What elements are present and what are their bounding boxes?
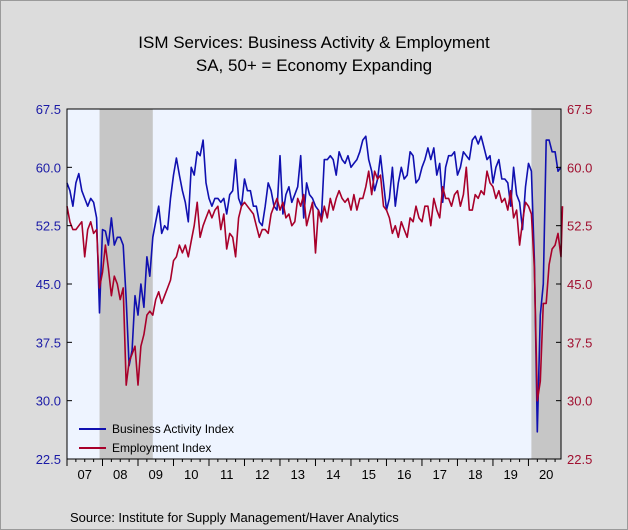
x-tick-label-6: 13: [290, 467, 304, 482]
y-tick-label-right-4: 52.5: [567, 219, 592, 234]
x-tick-label-1: 08: [113, 467, 127, 482]
axes: 22.5 22.5 30.0 30.0 37.5 37.5 45.0 45.0 52.5 52.5…: [36, 102, 593, 482]
x-tick-label-0: 07: [78, 467, 92, 482]
y-tick-label-right-0: 22.5: [567, 452, 592, 467]
y-tick-label-right-6: 67.5: [567, 102, 592, 117]
recession-band-0: [99, 109, 153, 459]
x-tick-label-13: 20: [539, 467, 553, 482]
chart-subtitle: SA, 50+ = Economy Expanding: [195, 56, 433, 75]
source-note: Source: Institute for Supply Management/…: [70, 510, 399, 525]
y-tick-label-left-3: 45.0: [36, 277, 61, 292]
y-tick-label-right-3: 45.0: [567, 277, 592, 292]
y-tick-label-right-2: 37.5: [567, 335, 592, 350]
x-tick-label-10: 17: [432, 467, 446, 482]
series-line-business: [66, 135, 562, 433]
x-tick-label-11: 18: [468, 467, 482, 482]
legend-label-business: Business Activity Index: [112, 422, 234, 436]
y-tick-label-right-1: 30.0: [567, 394, 592, 409]
legend: Business Activity Index Employment Index: [79, 422, 234, 455]
chart-title: ISM Services: Business Activity & Employ…: [138, 33, 490, 52]
series-lines: [66, 135, 564, 433]
series-line-employment: [66, 166, 564, 402]
y-tick-label-left-0: 22.5: [36, 452, 61, 467]
y-tick-label-left-5: 60.0: [36, 160, 61, 175]
x-tick-label-12: 19: [503, 467, 517, 482]
y-tick-label-right-5: 60.0: [567, 160, 592, 175]
x-tick-label-8: 15: [361, 467, 375, 482]
x-tick-label-5: 12: [255, 467, 269, 482]
x-tick-label-3: 10: [184, 467, 198, 482]
x-tick-label-4: 11: [220, 467, 234, 482]
x-tick-label-2: 09: [149, 467, 163, 482]
x-tick-label-7: 14: [326, 467, 340, 482]
y-tick-label-left-6: 67.5: [36, 102, 61, 117]
y-tick-label-left-4: 52.5: [36, 219, 61, 234]
legend-label-employment: Employment Index: [112, 441, 211, 455]
y-tick-label-left-2: 37.5: [36, 335, 61, 350]
y-tick-label-left-1: 30.0: [36, 394, 61, 409]
x-tick-label-9: 16: [397, 467, 411, 482]
